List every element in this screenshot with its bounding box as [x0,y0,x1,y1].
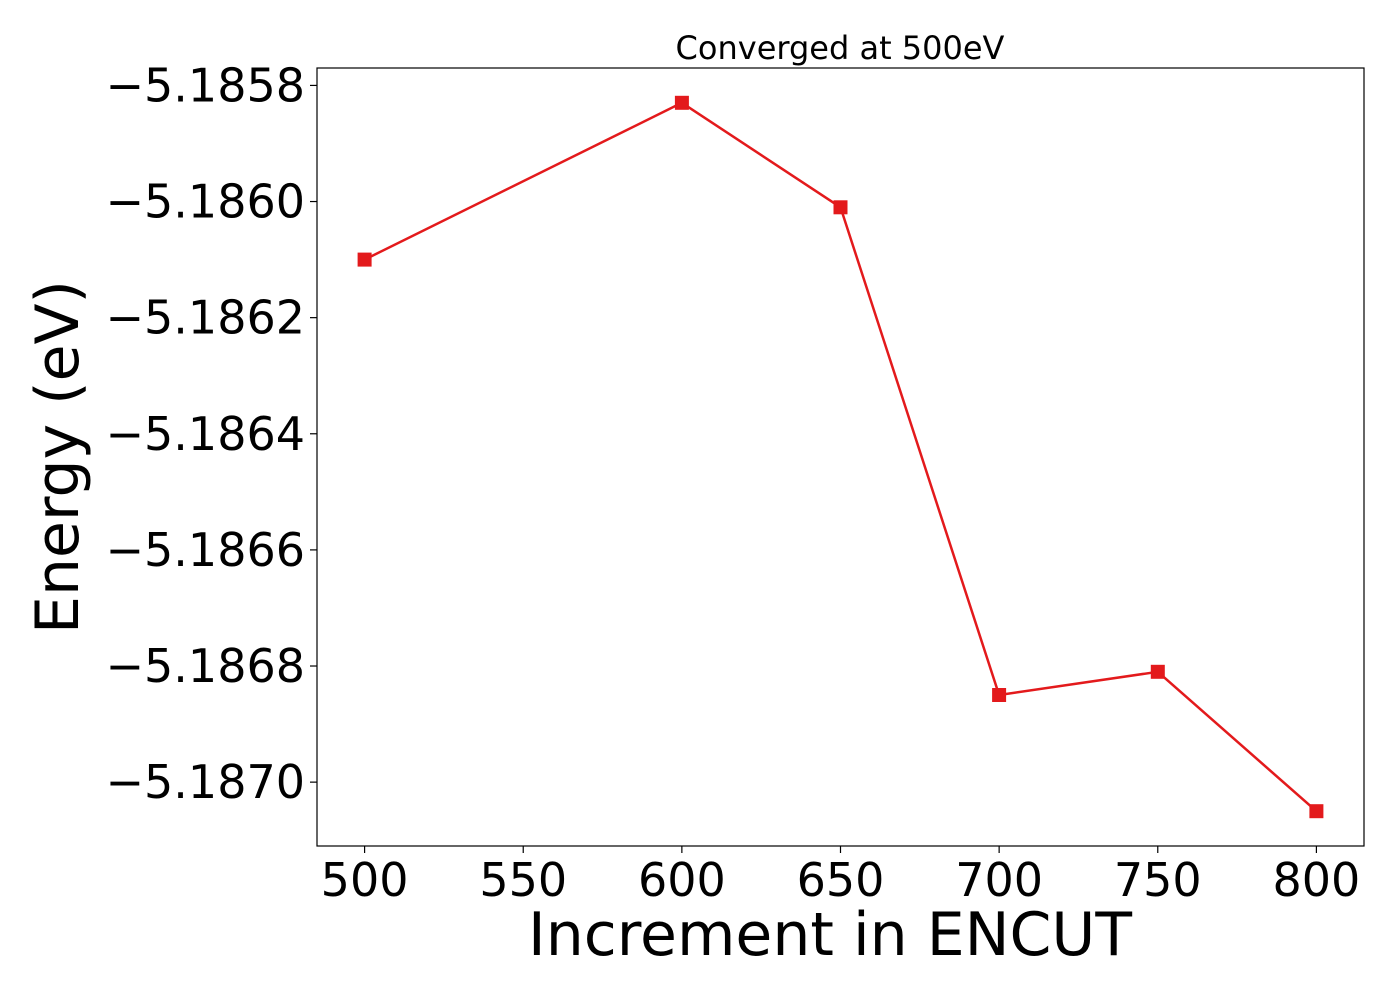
x-tick-label: 800 [1273,853,1361,907]
y-tick-label: −5.1862 [106,291,306,345]
y-tick-label: −5.1860 [106,175,306,229]
y-tick-label: −5.1870 [106,755,306,809]
y-tick-label: −5.1866 [106,523,306,577]
series-layer [357,95,1324,819]
data-point-marker [1309,804,1324,819]
y-tick-label: −5.1858 [106,58,306,112]
x-tick-label: 700 [955,853,1043,907]
y-axis-label: Energy (eV) [23,280,93,634]
data-point-marker [674,95,689,110]
data-point-marker [992,688,1007,702]
y-tick-label: −5.1868 [106,639,306,693]
chart-title: Converged at 500eV [676,29,1005,67]
data-point-marker [357,252,372,267]
y-axis-ticks: −5.1858 −5.1860 −5.1862 −5.1864 −5.1866 −5.18… [106,58,317,809]
data-point-marker [833,200,848,215]
plot-frame [316,67,1365,847]
series-line [364,101,1318,813]
x-tick-label: 750 [1114,853,1202,907]
x-tick-label: 550 [479,853,567,907]
x-axis-ticks: 500 550 600 650 700 750 800 [321,846,1361,907]
x-axis-label: Increment in ENCUT [528,900,1132,970]
x-tick-label: 650 [797,853,885,907]
y-tick-label: −5.1864 [106,407,306,461]
x-tick-label: 500 [321,853,409,907]
x-tick-label: 600 [638,853,726,907]
data-point-marker [1150,664,1165,679]
